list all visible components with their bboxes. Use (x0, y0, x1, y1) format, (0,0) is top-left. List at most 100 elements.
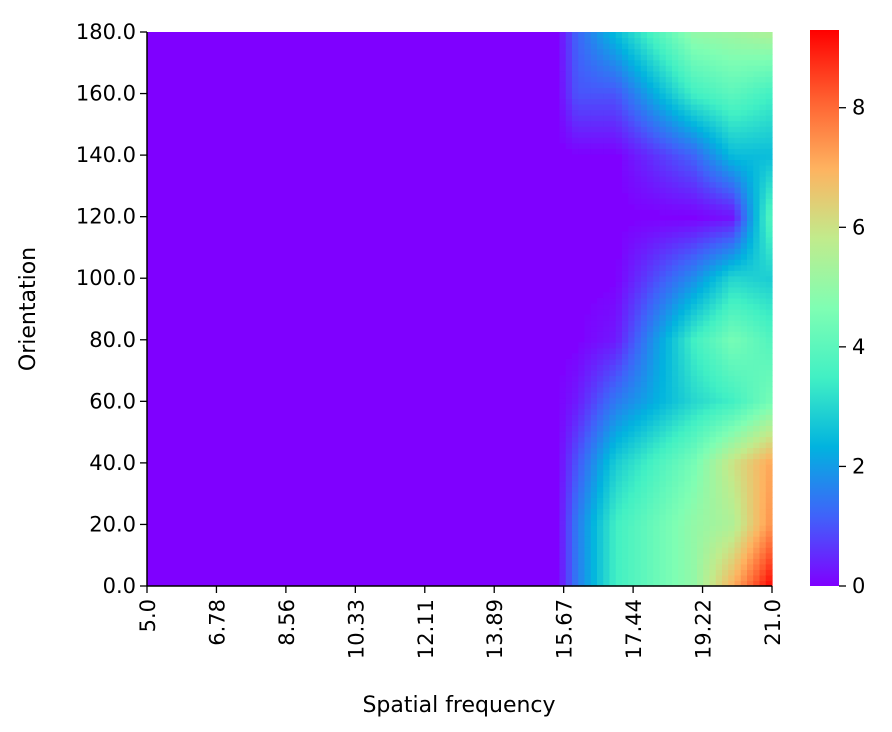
heatmap-cell (665, 558, 673, 565)
heatmap-cell (640, 142, 648, 149)
heatmap-cell (622, 43, 629, 50)
heatmap-cell (697, 264, 704, 271)
heatmap-cell (665, 508, 673, 515)
heatmap-cell (615, 264, 623, 271)
heatmap-cell (765, 214, 773, 221)
heatmap-cell (703, 81, 711, 88)
heatmap-cell (697, 187, 704, 194)
heatmap-cell (759, 475, 767, 482)
heatmap-cell (697, 475, 704, 482)
heatmap-cell (559, 486, 567, 493)
heatmap-cell (722, 37, 729, 44)
heatmap-cell (765, 458, 773, 465)
heatmap-cell (678, 513, 686, 521)
heatmap-cell (578, 519, 586, 526)
heatmap-cell (697, 525, 704, 532)
heatmap-cell (615, 403, 623, 410)
heatmap-cell (559, 397, 567, 404)
heatmap-cell (709, 574, 717, 582)
heatmap-cell (747, 530, 754, 537)
heatmap-cell (572, 508, 579, 515)
heatmap-cell (653, 475, 661, 482)
heatmap-cell (734, 181, 742, 188)
heatmap-cell (615, 43, 623, 50)
heatmap-cell (678, 502, 686, 510)
heatmap-cell (697, 419, 704, 426)
heatmap-cell (597, 81, 604, 88)
heatmap-cell (653, 92, 661, 100)
heatmap-cell (753, 236, 761, 244)
heatmap-cell (715, 131, 723, 138)
heatmap-cell (597, 325, 604, 332)
heatmap-cell (678, 325, 686, 332)
heatmap-cell (722, 414, 729, 421)
heatmap-cell (747, 198, 754, 205)
heatmap-cell (740, 331, 748, 338)
heatmap-cell (678, 109, 686, 116)
heatmap-cell (597, 486, 604, 493)
heatmap-cell (734, 303, 742, 310)
heatmap-cell (759, 580, 767, 587)
heatmap-cell (722, 419, 729, 426)
heatmap-cell (559, 502, 567, 510)
heatmap-cell (597, 87, 604, 94)
heatmap-cell (690, 541, 698, 548)
heatmap-cell (740, 397, 748, 404)
heatmap-cell (672, 104, 679, 111)
heatmap-cell (734, 187, 742, 194)
heatmap-cell (647, 336, 654, 343)
heatmap-cell (578, 65, 586, 72)
heatmap-cell (622, 54, 629, 61)
heatmap-cell (709, 98, 717, 105)
heatmap-cell (640, 187, 648, 194)
heatmap-cell (697, 569, 704, 576)
heatmap-cell (640, 253, 648, 260)
heatmap-cell (665, 253, 673, 260)
heatmap-cell (690, 248, 698, 255)
heatmap-cell (709, 320, 717, 327)
heatmap-cell (665, 336, 673, 343)
heatmap-cell (647, 37, 654, 44)
heatmap-cell (690, 403, 698, 410)
heatmap-cell (603, 469, 611, 476)
heatmap-cell (665, 220, 673, 227)
heatmap-cell (684, 92, 692, 100)
heatmap-cell (609, 408, 617, 415)
heatmap-cell (603, 336, 611, 343)
heatmap-cell (740, 43, 748, 50)
heatmap-cell (722, 331, 729, 338)
heatmap-cell (578, 419, 586, 426)
heatmap-cell (697, 375, 704, 382)
heatmap-cell (722, 98, 729, 105)
heatmap-cell (765, 342, 773, 349)
heatmap-cell (634, 580, 642, 587)
heatmap-cell (765, 120, 773, 127)
heatmap-cell (584, 519, 592, 526)
heatmap-cell (684, 209, 692, 216)
heatmap-cell (678, 37, 686, 44)
heatmap-cell (590, 70, 598, 77)
heatmap-cell (653, 187, 661, 194)
heatmap-cell (753, 441, 761, 449)
heatmap-cell (590, 397, 598, 404)
heatmap-cell (572, 541, 579, 548)
heatmap-cell (597, 563, 604, 570)
heatmap-cell (584, 115, 592, 122)
heatmap-cell (622, 419, 629, 426)
heatmap-cell (565, 32, 573, 39)
heatmap-cell (590, 541, 598, 548)
heatmap-cell (640, 231, 648, 238)
heatmap-cell (597, 497, 604, 504)
heatmap-cell (672, 126, 679, 133)
heatmap-cell (678, 176, 686, 183)
heatmap-cell (628, 87, 636, 94)
heatmap-cell (765, 303, 773, 310)
heatmap-cell (622, 37, 629, 44)
heatmap-cell (597, 109, 604, 116)
heatmap-cell (659, 303, 667, 310)
heatmap-cell (659, 120, 667, 127)
heatmap-cell (590, 325, 598, 332)
heatmap-cell (709, 297, 717, 305)
heatmap-cell (728, 508, 736, 515)
heatmap-cell (753, 375, 761, 382)
